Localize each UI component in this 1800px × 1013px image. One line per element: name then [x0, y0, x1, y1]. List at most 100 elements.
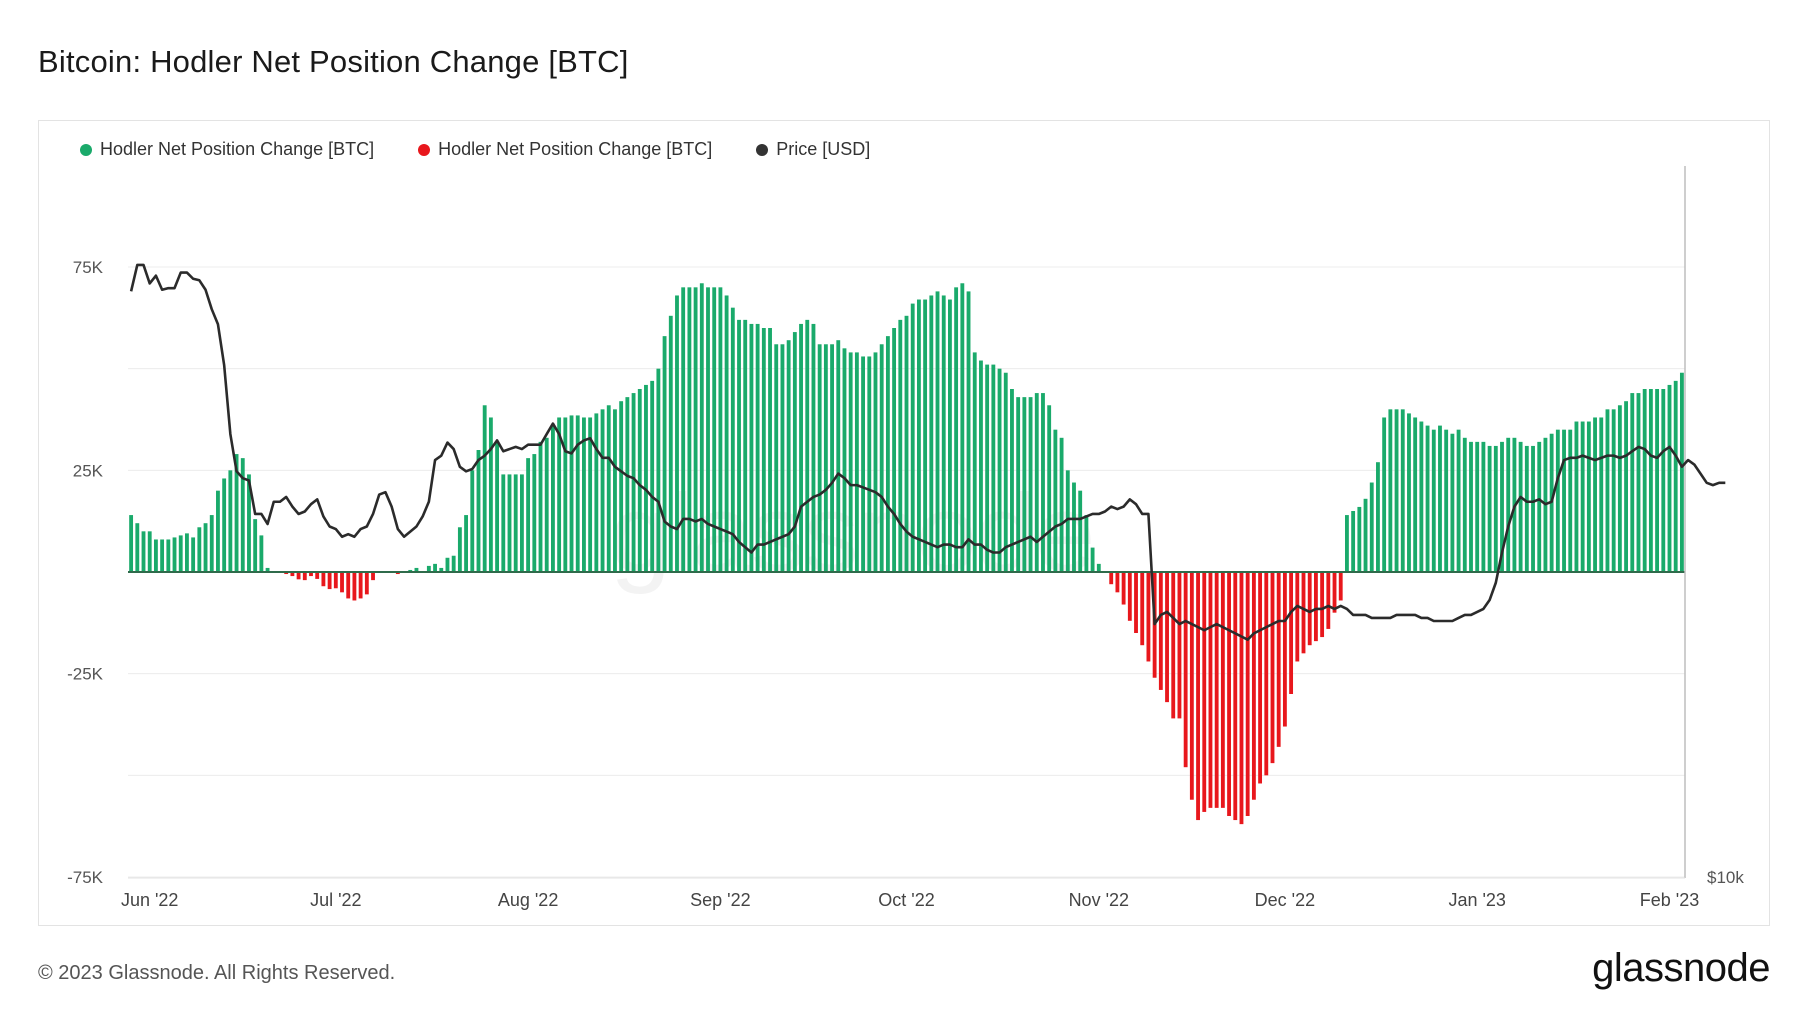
bar	[1022, 397, 1027, 572]
bar	[1555, 429, 1560, 572]
bar	[253, 519, 258, 572]
bar	[551, 425, 555, 572]
bar	[1134, 572, 1138, 633]
bar	[1456, 429, 1461, 572]
bar	[1214, 572, 1219, 808]
bar	[1165, 572, 1169, 703]
chart-frame	[38, 120, 1770, 926]
bar	[637, 389, 642, 572]
bar	[1313, 572, 1318, 642]
bar	[1661, 389, 1666, 572]
bar	[129, 515, 134, 572]
bar	[1679, 372, 1684, 572]
legend-dot-dark	[756, 143, 769, 156]
bar	[333, 572, 338, 589]
bar	[340, 572, 344, 593]
bar	[1531, 445, 1535, 572]
bar	[600, 409, 605, 572]
bar	[1220, 572, 1225, 808]
bar	[997, 368, 1002, 572]
y-tick-label: -25K	[67, 665, 104, 684]
bar	[1301, 572, 1306, 654]
bar	[1196, 572, 1200, 821]
bar	[960, 283, 965, 572]
bar	[972, 352, 977, 572]
bar	[1183, 572, 1188, 768]
bar	[1363, 498, 1368, 572]
legend-item-positive[interactable]: Hodler Net Position Change [BTC]	[80, 139, 374, 160]
bar	[1351, 511, 1356, 572]
bar	[979, 360, 983, 572]
bar	[569, 415, 574, 572]
bar	[681, 287, 686, 572]
bar	[792, 332, 797, 572]
bar	[1655, 389, 1660, 572]
bar	[991, 364, 996, 572]
bar	[1586, 421, 1591, 572]
bar	[1282, 572, 1287, 727]
bar	[1127, 572, 1132, 621]
bar	[203, 523, 208, 572]
bar	[1041, 393, 1045, 572]
bar	[501, 474, 506, 572]
bar	[575, 415, 580, 572]
chart-title: Bitcoin: Hodler Net Position Change [BTC…	[38, 44, 629, 79]
bar	[1413, 417, 1418, 572]
bar	[1146, 572, 1151, 662]
bar	[904, 315, 909, 572]
bar	[240, 458, 245, 572]
bar	[302, 572, 307, 581]
bar	[668, 315, 673, 572]
bar	[1251, 572, 1256, 800]
bar	[426, 565, 431, 572]
x-tick-label: Aug '22	[498, 890, 559, 910]
bar	[761, 328, 766, 572]
bar	[513, 474, 518, 572]
bar	[1580, 421, 1585, 572]
bar	[1208, 572, 1213, 808]
bar	[1506, 437, 1511, 572]
bar	[1239, 572, 1244, 825]
bar	[724, 295, 729, 572]
bar	[644, 384, 648, 572]
price-line	[129, 263, 1726, 641]
bar	[1394, 409, 1399, 572]
bar	[1307, 572, 1312, 646]
y-tick-label: 25K	[73, 461, 104, 480]
bar	[1357, 506, 1362, 572]
bar	[935, 291, 940, 572]
bar	[1425, 425, 1430, 572]
bar	[185, 533, 189, 572]
bar	[830, 344, 834, 572]
bar	[1332, 572, 1337, 613]
bar	[948, 299, 952, 572]
bar	[1450, 433, 1455, 572]
bar	[1084, 515, 1089, 572]
bar	[1338, 572, 1343, 601]
bar	[1202, 572, 1207, 812]
bar	[650, 380, 655, 572]
bar	[743, 319, 748, 572]
bar	[172, 537, 177, 572]
bar	[1562, 429, 1566, 572]
bar	[209, 515, 214, 572]
bar	[1171, 572, 1176, 719]
legend-dot-red	[418, 143, 431, 156]
bar	[737, 319, 741, 572]
bar	[1667, 384, 1672, 572]
bar	[1369, 482, 1374, 572]
bar	[1109, 572, 1114, 585]
legend-label: Price [USD]	[776, 139, 871, 159]
bar	[1326, 572, 1331, 629]
bar	[1574, 421, 1579, 572]
bar	[234, 454, 239, 572]
bar	[228, 470, 233, 572]
legend-item-price[interactable]: Price [USD]	[756, 139, 870, 160]
bar	[823, 344, 828, 572]
legend-item-negative[interactable]: Hodler Net Position Change [BTC]	[418, 139, 712, 160]
bar	[1568, 429, 1573, 572]
bar	[526, 458, 531, 572]
bar	[631, 393, 636, 572]
bar	[1121, 572, 1126, 605]
